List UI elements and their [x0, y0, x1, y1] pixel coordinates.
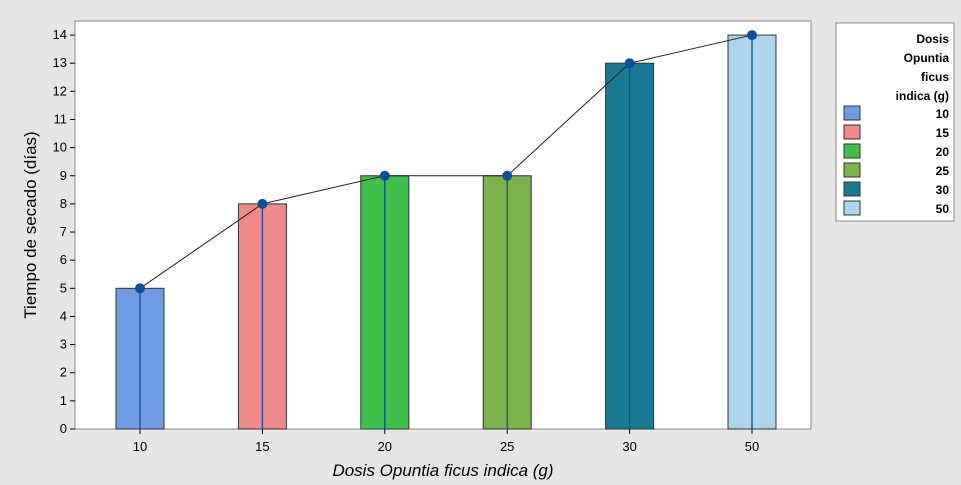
connector-lines — [139, 34, 753, 429]
legend-label: 10 — [936, 107, 950, 121]
x-tick-label: 30 — [622, 439, 636, 454]
y-tick-label: 13 — [53, 55, 67, 70]
y-tick-label: 8 — [60, 196, 67, 211]
y-tick-label: 9 — [60, 168, 67, 183]
data-point — [747, 30, 757, 41]
y-tick-label: 10 — [53, 140, 67, 155]
y-tick-label: 3 — [60, 337, 67, 352]
legend: Dosis Opuntia ficus indica (g) 10 15 20 25 3… — [835, 22, 955, 222]
legend-swatch — [843, 105, 861, 121]
y-tick-label: 5 — [60, 280, 67, 295]
y-axis-title: Tiempo de secado (días) — [21, 131, 40, 318]
data-point — [257, 198, 268, 209]
legend-label: 20 — [936, 145, 950, 159]
y-tick-label: 11 — [54, 111, 68, 126]
legend-swatch — [843, 181, 861, 197]
legend-title-line-4: indica (g) — [896, 89, 949, 103]
legend-title-line-3: ficus — [921, 70, 949, 84]
data-point — [379, 170, 390, 181]
legend-swatch — [843, 162, 861, 178]
legend-title-line-1: Dosis — [916, 32, 949, 46]
x-axis: 10 15 20 25 30 50 — [133, 429, 759, 454]
plot-background — [74, 20, 812, 430]
data-point — [624, 58, 635, 69]
legend-label: 30 — [936, 183, 950, 197]
legend-swatch — [843, 124, 861, 140]
legend-label: 15 — [936, 126, 950, 140]
x-tick-label: 25 — [500, 439, 514, 454]
y-tick-label: 4 — [60, 308, 67, 323]
x-axis-title: Dosis Opuntia ficus indica (g) — [332, 461, 553, 480]
legend-title-line-2: Opuntia — [904, 51, 950, 65]
y-tick-label: 1 — [60, 393, 67, 408]
legend-swatch — [843, 143, 861, 159]
y-tick-label: 14 — [53, 27, 67, 42]
x-tick-label: 15 — [255, 439, 269, 454]
legend-label: 50 — [936, 202, 950, 216]
x-tick-label: 20 — [378, 439, 392, 454]
data-markers — [135, 30, 757, 294]
data-point — [135, 283, 145, 294]
y-tick-label: 0 — [60, 421, 67, 436]
data-point — [502, 170, 513, 181]
x-tick-label: 50 — [745, 439, 759, 454]
y-tick-label: 7 — [60, 224, 67, 239]
y-tick-label: 2 — [60, 365, 67, 380]
legend-label: 25 — [936, 164, 950, 178]
y-tick-label: 12 — [53, 83, 67, 98]
legend-swatch — [843, 200, 861, 216]
y-tick-label: 6 — [60, 252, 67, 267]
legend-entries: 10 15 20 25 30 50 — [843, 105, 950, 216]
connect-line — [139, 34, 753, 289]
x-tick-label: 10 — [133, 439, 147, 454]
